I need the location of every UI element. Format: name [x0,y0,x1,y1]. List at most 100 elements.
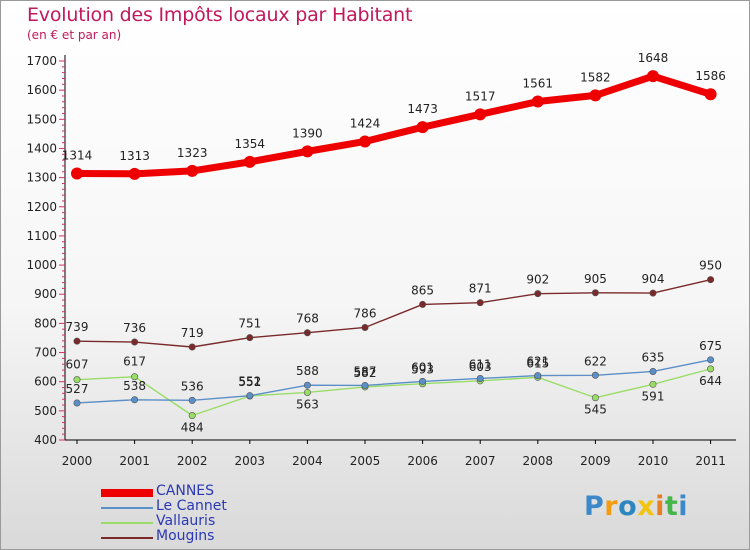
series-point [647,70,659,83]
series-point [73,337,81,345]
legend: CANNES Le Cannet Vallauris Mougins [101,483,301,545]
data-label: 484 [181,421,204,435]
series-markers [71,70,717,420]
legend-label: CANNES [156,483,215,499]
legend-swatch [101,537,153,539]
legend-swatch [101,507,153,509]
data-label: 675 [699,339,722,353]
series-point [188,343,196,351]
data-label: 1648 [638,51,669,65]
data-label: 551 [238,375,261,389]
legend-item: Le Cannet [101,498,301,515]
x-tick-label: 2006 [407,454,438,468]
y-tick-label: 1100 [26,229,57,243]
data-label: 904 [642,272,665,286]
data-label: 1517 [465,89,496,103]
series-point [534,372,542,380]
data-label: 593 [411,363,434,377]
series-point [591,289,599,297]
y-tick-label: 1500 [26,112,57,126]
data-label: 950 [699,259,722,273]
axes: 400 500 600 700 800 900 1000 1100 1200 1300 1400 15… [26,54,736,468]
x-tick-label: 2007 [465,454,496,468]
series-line-vallauris [76,368,712,417]
legend-item: CANNES [101,483,301,500]
series-point [188,412,196,420]
legend-swatch [101,522,153,524]
series-point [131,396,139,404]
data-label: 1314 [62,149,93,163]
data-label: 1586 [695,69,726,83]
series-line-le-cannet [76,359,712,404]
data-label: 768 [296,312,319,326]
series-point [246,392,254,400]
data-label: 603 [469,360,492,374]
data-label: 587 [354,364,377,378]
data-label: 1354 [235,137,266,151]
series-point [419,377,427,385]
series-point [128,167,141,180]
data-label: 786 [354,306,377,320]
series-point [534,290,542,298]
series-point [301,145,314,158]
series-point [649,367,657,375]
data-label: 905 [584,272,607,286]
data-label: 527 [66,382,89,396]
series-point [649,289,657,297]
data-label: 591 [642,389,665,403]
series-point [303,388,311,396]
series-point [131,373,139,381]
chart-title: Evolution des Impôts locaux par Habitant [27,4,413,26]
y-tick-label: 500 [34,404,57,418]
series-point [186,164,199,177]
data-labels: 1314 1313 1323 1354 1390 1424 1473 1517 1561 1582… [62,51,726,434]
x-tick-label: 2010 [638,454,669,468]
data-label: 644 [699,374,722,388]
series-point [359,135,371,148]
series-line-mougins [76,278,712,348]
x-tick-label: 2000 [62,454,93,468]
series-lines [73,72,715,417]
series-point [704,88,717,101]
y-tick-label: 1200 [26,200,57,214]
series-point [73,376,81,384]
series-point [73,399,81,407]
series-point [246,334,254,342]
series-point [591,394,599,402]
data-label: 739 [66,320,89,334]
series-point [591,371,599,379]
y-tick-label: 900 [34,287,57,301]
legend-label: Mougins [156,528,215,544]
series-point [476,299,484,307]
data-label: 1473 [407,102,438,116]
series-point [303,381,311,389]
legend-label: Vallauris [156,513,216,529]
series-point [188,396,196,404]
y-tick-label: 400 [34,433,57,447]
x-tick-label: 2002 [177,454,208,468]
legend-item: Mougins [101,528,301,545]
series-point [476,374,484,382]
series-point [361,381,369,389]
data-label: 538 [123,379,146,393]
x-tick-label: 2008 [523,454,554,468]
y-tick-label: 1600 [26,83,57,97]
legend-label: Le Cannet [156,498,227,514]
data-label: 1313 [119,149,150,163]
series-point [361,323,369,331]
data-label: 536 [181,379,204,393]
x-tick-label: 2011 [695,454,726,468]
series-line-cannes [73,72,715,178]
data-label: 1390 [292,126,323,140]
data-label: 588 [296,364,319,378]
y-tick-label: 700 [34,346,57,360]
data-label: 611 [469,357,492,371]
series-point [416,121,429,134]
series-point [474,108,487,121]
x-tick-label: 2004 [292,454,323,468]
series-point [707,365,715,373]
legend-swatch [101,489,153,497]
x-tick-label: 2001 [119,454,150,468]
